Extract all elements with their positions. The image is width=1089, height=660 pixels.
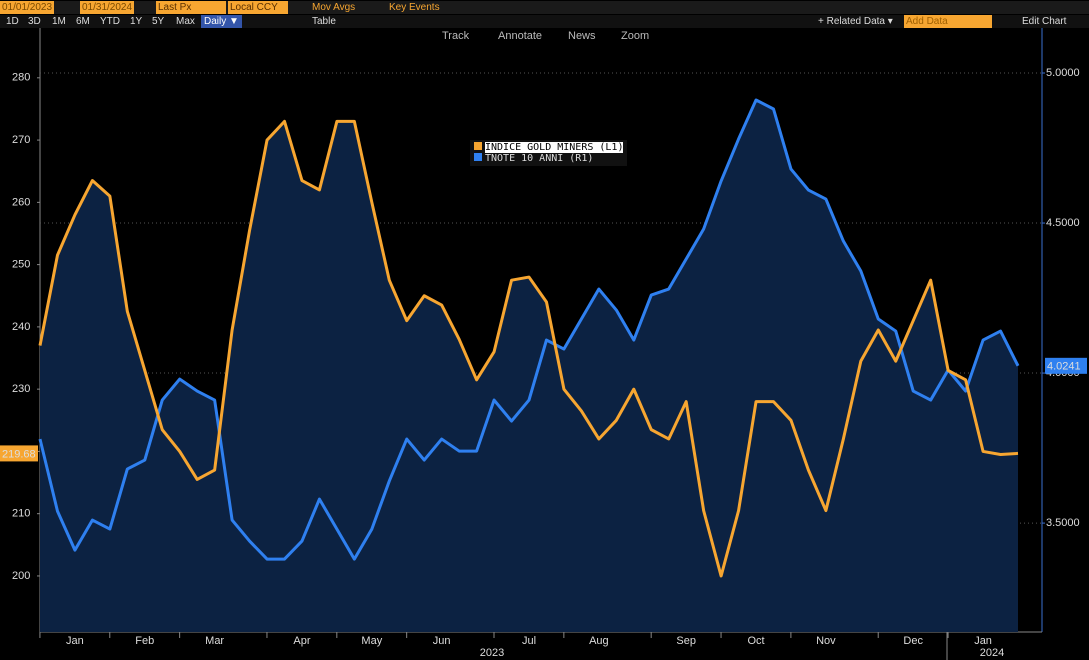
legend-swatch bbox=[474, 153, 482, 161]
x-tick-label: Oct bbox=[747, 635, 764, 647]
legend: INDICE GOLD MINERS (L1) TNOTE 10 ANNI (R1… bbox=[470, 140, 628, 166]
range-button[interactable]: 1D bbox=[6, 16, 19, 27]
price-field[interactable]: Last Px bbox=[156, 1, 226, 14]
y2-tick-label: 5.0000 bbox=[1046, 67, 1080, 79]
range-button[interactable]: Max bbox=[176, 16, 195, 27]
legend-label: INDICE GOLD MINERS (L1) bbox=[485, 142, 624, 153]
y-tick-label: 260 bbox=[12, 196, 30, 208]
year-label: 2024 bbox=[980, 647, 1004, 659]
last-value-box bbox=[0, 445, 38, 462]
end-date[interactable]: 01/31/2024 bbox=[80, 1, 135, 14]
last-value-label: 4.0241 bbox=[1047, 361, 1081, 373]
tool-button[interactable]: Annotate bbox=[498, 30, 543, 42]
edit-chart[interactable]: Edit Chart bbox=[1022, 16, 1067, 27]
line bbox=[38, 98, 1020, 561]
last-value-box bbox=[1045, 357, 1087, 374]
legend-entry: INDICE GOLD MINERS (L1) bbox=[474, 142, 624, 153]
x-tick-label: Jan bbox=[66, 635, 84, 647]
range-button[interactable]: 1M bbox=[52, 16, 66, 27]
toolbar-row bbox=[0, 15, 1089, 28]
legend-label: TNOTE 10 ANNI (R1) bbox=[485, 153, 594, 164]
tool-button[interactable]: Track bbox=[442, 30, 470, 42]
x-tick-label: Aug bbox=[589, 635, 609, 647]
area bbox=[40, 100, 1018, 633]
x-tick-label: Feb bbox=[135, 635, 154, 647]
currency-field[interactable]: Local CCY bbox=[228, 1, 288, 14]
line bbox=[38, 119, 1019, 578]
x-tick-label: Sep bbox=[676, 635, 696, 647]
x-tick-label: Jul bbox=[522, 635, 536, 647]
range-button[interactable]: YTD bbox=[100, 16, 120, 27]
range-button[interactable]: 1Y bbox=[130, 16, 143, 27]
y-tick-label: 250 bbox=[12, 259, 30, 271]
y-tick-label: 230 bbox=[12, 383, 30, 395]
y-tick-label: 240 bbox=[12, 321, 30, 333]
y2-tick-label: 4.5000 bbox=[1046, 217, 1080, 229]
range-button[interactable]: 3D bbox=[28, 16, 41, 27]
x-tick-label: Dec bbox=[903, 635, 923, 647]
frequency[interactable]: Daily ▼ bbox=[201, 15, 242, 28]
table-button[interactable]: Table bbox=[312, 16, 336, 27]
y2-tick-label: 3.5000 bbox=[1046, 517, 1080, 529]
range-button[interactable]: 5Y bbox=[152, 16, 165, 27]
x-tick-label: Jan bbox=[974, 635, 992, 647]
x-tick-label: Apr bbox=[293, 635, 310, 647]
y-tick-label: 280 bbox=[12, 72, 30, 84]
x-tick-label: Jun bbox=[433, 635, 451, 647]
mov-avgs[interactable]: Mov Avgs bbox=[312, 2, 356, 13]
tool-button[interactable]: Zoom bbox=[621, 30, 650, 42]
x-tick-label: Mar bbox=[205, 635, 224, 647]
related-data[interactable]: + Related Data ▾ bbox=[818, 16, 893, 27]
x-tick-label: May bbox=[361, 635, 382, 647]
add-data[interactable]: Add Data bbox=[904, 15, 992, 28]
last-value-label: 219.68 bbox=[2, 448, 36, 460]
legend-swatch bbox=[474, 142, 482, 150]
key-events[interactable]: Key Events bbox=[389, 2, 440, 13]
y-tick-label: 210 bbox=[12, 508, 30, 520]
legend-entry: TNOTE 10 ANNI (R1) bbox=[474, 153, 623, 164]
y-tick-label: 200 bbox=[12, 570, 30, 582]
y-tick-label: 270 bbox=[12, 134, 30, 146]
tool-button[interactable]: News bbox=[568, 30, 596, 42]
start-date[interactable]: 01/01/2023 bbox=[0, 1, 55, 14]
x-tick-label: Nov bbox=[816, 635, 836, 647]
range-button[interactable]: 6M bbox=[76, 16, 90, 27]
year-label: 2023 bbox=[480, 647, 504, 659]
